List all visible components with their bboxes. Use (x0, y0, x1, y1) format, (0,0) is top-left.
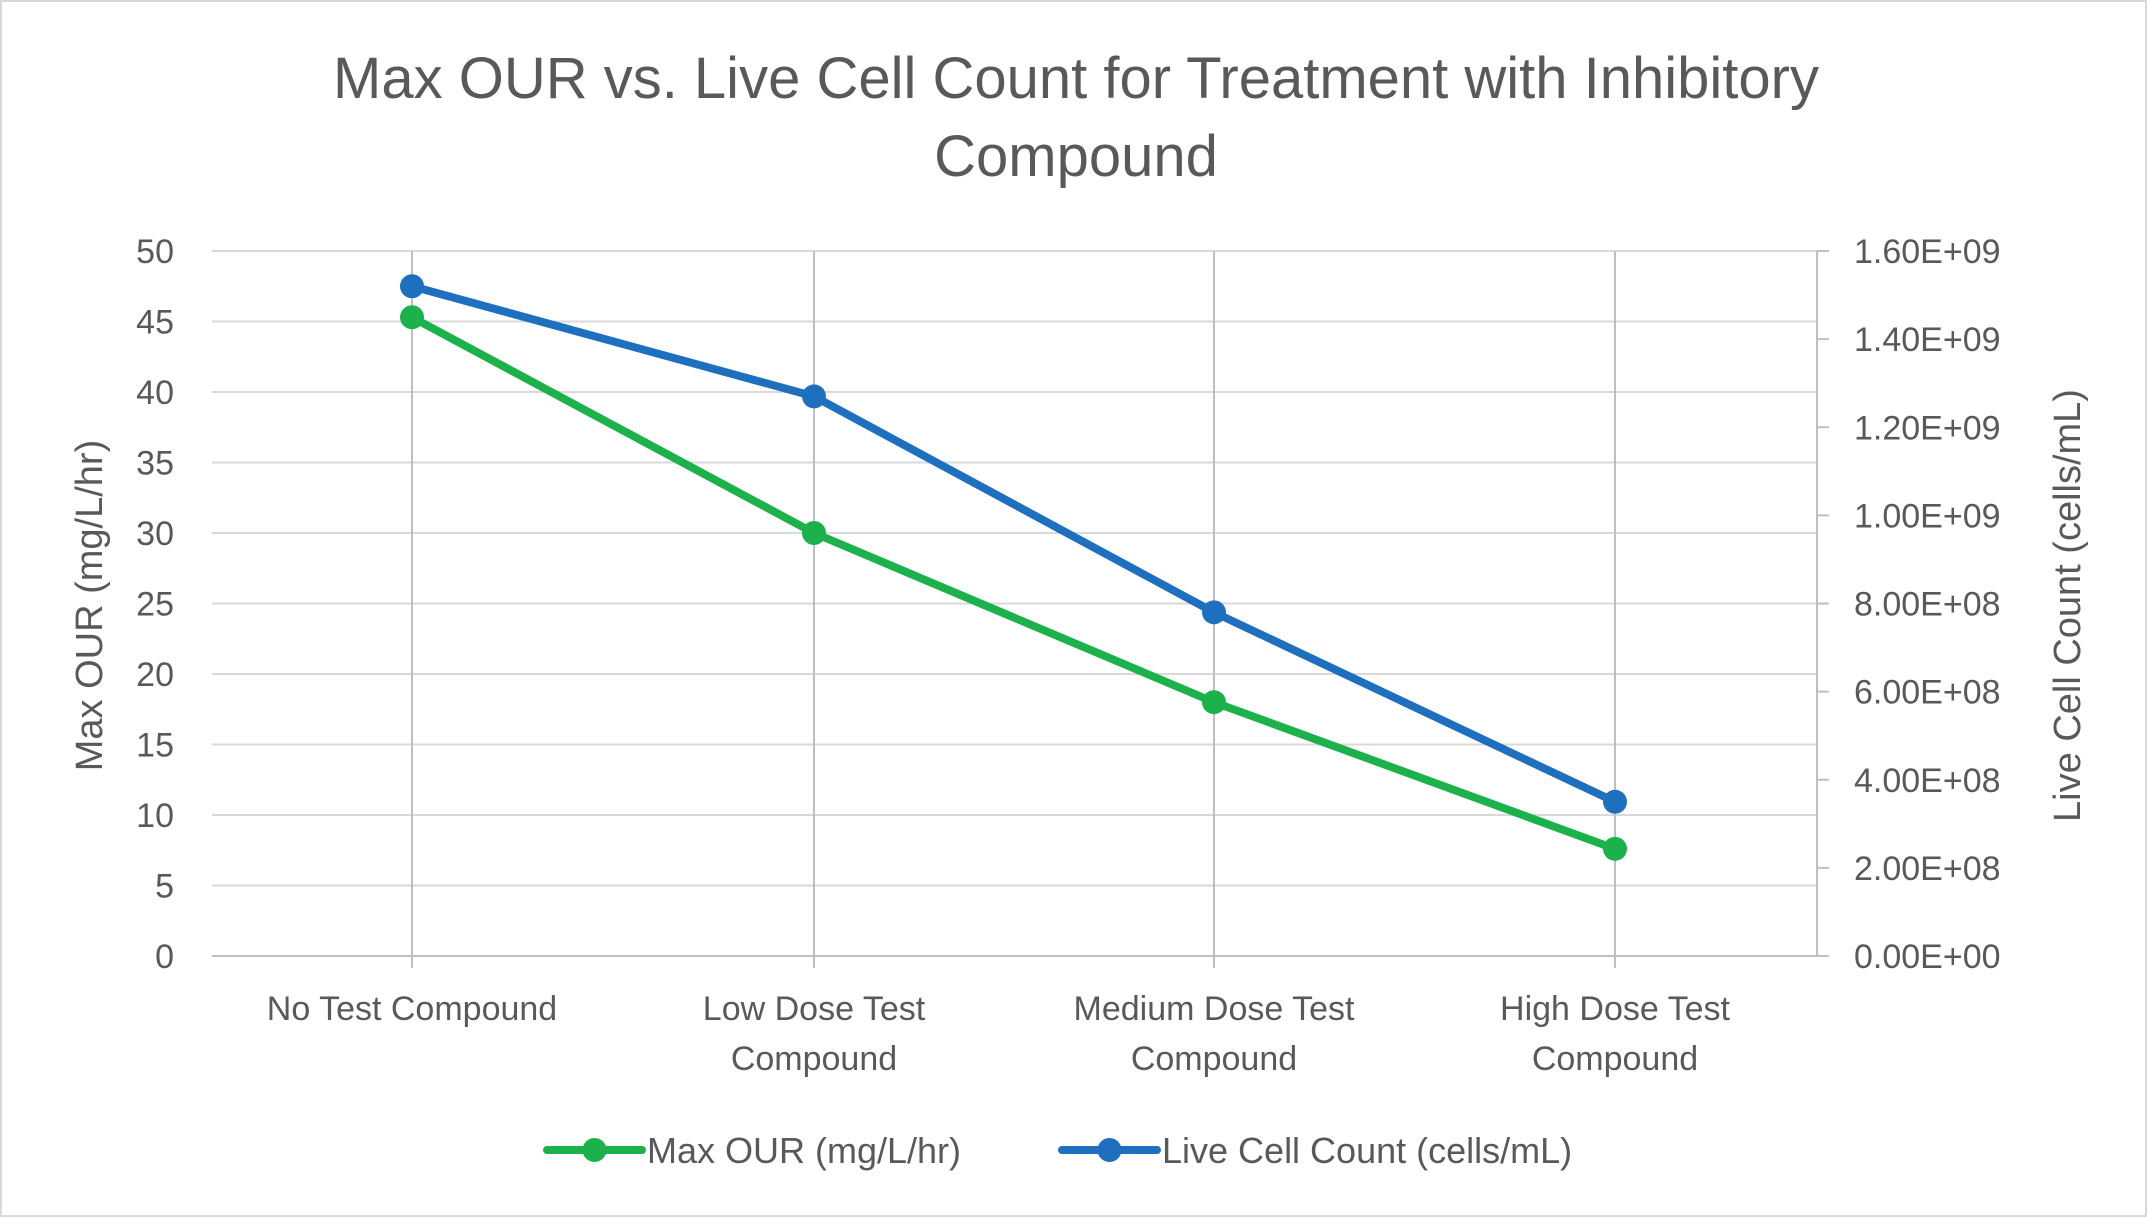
data-point (1202, 600, 1226, 625)
x-tick-label: High Dose Test Compound (1500, 990, 1730, 1078)
data-point (1603, 789, 1627, 814)
left-y-tick-label: 35 (136, 445, 174, 483)
data-point (802, 384, 826, 409)
left-y-tick-label: 45 (136, 304, 174, 342)
data-point (1202, 690, 1226, 715)
grid-layer (212, 250, 1817, 968)
series-line-0 (408, 313, 1619, 853)
data-point (802, 521, 826, 545)
left-y-tick-label: 0 (155, 938, 174, 976)
x-tick-label: Low Dose Test Compound (703, 990, 926, 1078)
left-y-tick-label: 20 (136, 656, 174, 694)
data-point (400, 274, 424, 299)
legend-swatch-marker (1097, 1138, 1122, 1162)
legend: Max OUR (mg/L/hr) Live Cell Count (cells/… (543, 1130, 1572, 1171)
series-layer (400, 274, 1627, 861)
right-y-tick-label: 1.20E+09 (1854, 409, 2001, 447)
right-y-tick-label: 1.00E+09 (1854, 497, 2001, 535)
series-line-1 (408, 282, 1619, 806)
right-y-tick-label: 1.40E+09 (1854, 321, 2001, 359)
right-y-axis-title: Live Cell Count (cells/mL) (2047, 389, 2089, 822)
left-y-tick-label: 50 (136, 233, 174, 271)
x-tick-label: Medium Dose Test Compound (1074, 990, 1355, 1078)
left-y-tick-label: 25 (136, 586, 174, 624)
chart-title: Max OUR vs. Live Cell Count for Treatmen… (333, 46, 1819, 189)
right-y-tick-label: 0.00E+00 (1854, 938, 2001, 976)
x-tick-label: No Test Compound (267, 990, 557, 1028)
legend-swatch-marker (582, 1138, 607, 1162)
text-layer: 0 5 10 15 20 25 30 35 40 45 50 0.00E+00 2.00E+08 4.00… (69, 46, 2089, 1078)
right-y-tick-label: 2.00E+08 (1854, 850, 2001, 888)
legend-entry-label: Max OUR (mg/L/hr) (647, 1130, 961, 1171)
left-y-tick-label: 15 (136, 727, 174, 765)
axis-layer (1816, 250, 1829, 957)
right-y-tick-label: 4.00E+08 (1854, 762, 2001, 800)
right-y-tick-label: 6.00E+08 (1854, 674, 2001, 712)
data-point (400, 305, 424, 330)
right-y-tick-label: 8.00E+08 (1854, 586, 2001, 624)
left-y-tick-label: 40 (136, 374, 174, 412)
left-y-tick-label: 10 (136, 797, 174, 835)
right-y-tick-label: 1.60E+09 (1854, 233, 2001, 271)
data-point (1603, 836, 1627, 861)
left-y-axis-title: Max OUR (mg/L/hr) (69, 440, 111, 771)
left-y-tick-label: 30 (136, 515, 174, 553)
legend-entry-label: Live Cell Count (cells/mL) (1162, 1130, 1572, 1171)
left-y-tick-label: 5 (155, 868, 174, 906)
